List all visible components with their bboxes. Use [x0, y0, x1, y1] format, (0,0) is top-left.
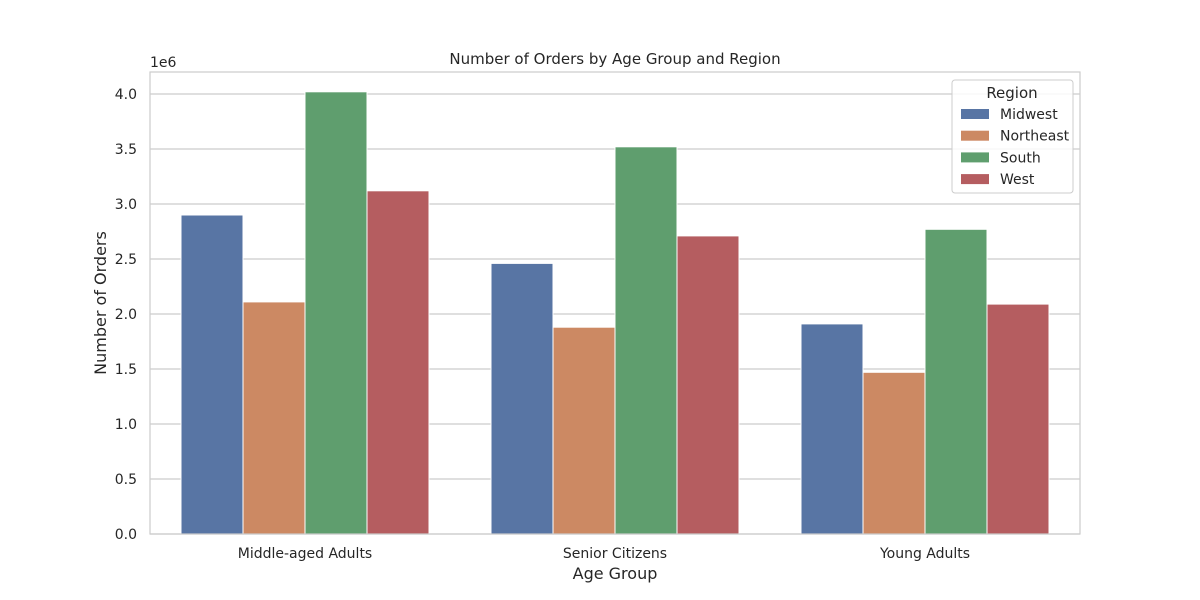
x-tick-label: Senior Citizens	[563, 546, 667, 562]
x-axis-label: Age Group	[573, 564, 658, 583]
bar-northeast-2	[862, 371, 926, 535]
bar-south-1	[614, 146, 678, 535]
y-tick-label: 4.0	[115, 87, 137, 103]
bar-west-0	[366, 190, 430, 535]
y-tick-label: 2.0	[115, 307, 137, 323]
legend-label: South	[1000, 150, 1041, 166]
legend-label: West	[1000, 172, 1035, 188]
y-tick-labels: 0.0 0.5 1.0 1.5 2.0 2.5 3.0 3.5 4.0	[115, 87, 137, 543]
legend-label: Midwest	[1000, 107, 1058, 123]
x-tick-label: Middle-aged Adults	[238, 546, 372, 562]
y-tick-label: 1.5	[115, 362, 137, 378]
legend-swatch-west	[961, 174, 989, 185]
legend-box	[951, 79, 1074, 194]
x-tick-label: Young Adults	[879, 546, 970, 562]
legend-swatch-northeast	[961, 130, 989, 141]
bar-south-2	[924, 228, 988, 535]
bar-northeast-0	[242, 301, 306, 535]
bar-south-0	[304, 91, 368, 535]
y-tick-label: 0.5	[115, 472, 137, 488]
bars	[180, 91, 1050, 535]
legend-items: Midwest Northeast South West	[961, 107, 1070, 188]
x-tick-labels: Middle-aged Adults Senior Citizens Young A…	[238, 546, 970, 562]
legend-swatch-south	[961, 152, 989, 163]
y-tick-label: 0.0	[115, 527, 137, 543]
legend-title: Region	[986, 84, 1037, 102]
legend-swatch-midwest	[961, 109, 989, 119]
y-tick-label: 1.0	[115, 417, 137, 433]
y-tick-label: 2.5	[115, 252, 137, 268]
y-tick-label: 3.5	[115, 142, 137, 158]
bar-west-1	[676, 235, 740, 535]
plot-frame	[149, 71, 1081, 535]
bar-midwest-0	[180, 214, 244, 535]
y-scale-label: 1e6	[150, 55, 177, 71]
bar-west-2	[986, 303, 1050, 535]
bar-midwest-2	[800, 323, 864, 535]
legend: Region Midwest Northeast South West	[951, 79, 1074, 194]
y-axis-label: Number of Orders	[91, 231, 110, 375]
bar-midwest-1	[490, 262, 554, 535]
legend-label: Northeast	[1000, 129, 1070, 145]
bar-northeast-1	[552, 326, 616, 535]
y-tick-label: 3.0	[115, 197, 137, 213]
chart-title: Number of Orders by Age Group and Region	[449, 50, 780, 68]
